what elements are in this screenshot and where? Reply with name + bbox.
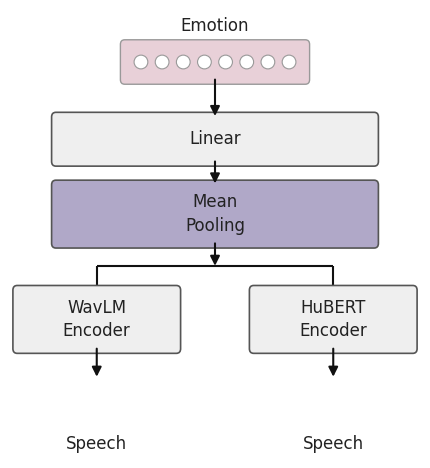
Text: WavLM
Encoder: WavLM Encoder <box>63 299 131 340</box>
FancyBboxPatch shape <box>249 285 417 353</box>
Ellipse shape <box>176 55 190 69</box>
Text: Emotion: Emotion <box>181 17 249 35</box>
FancyBboxPatch shape <box>13 285 181 353</box>
Ellipse shape <box>261 55 275 69</box>
Text: Speech: Speech <box>303 435 364 453</box>
Ellipse shape <box>155 55 169 69</box>
FancyBboxPatch shape <box>52 180 378 248</box>
Ellipse shape <box>240 55 254 69</box>
FancyBboxPatch shape <box>52 112 378 166</box>
Ellipse shape <box>219 55 233 69</box>
Text: Linear: Linear <box>189 130 241 148</box>
FancyBboxPatch shape <box>120 40 310 84</box>
Text: HuBERT
Encoder: HuBERT Encoder <box>299 299 367 340</box>
Text: Speech: Speech <box>66 435 127 453</box>
Text: Mean
Pooling: Mean Pooling <box>185 193 245 235</box>
Ellipse shape <box>282 55 296 69</box>
Ellipse shape <box>197 55 211 69</box>
Ellipse shape <box>134 55 148 69</box>
